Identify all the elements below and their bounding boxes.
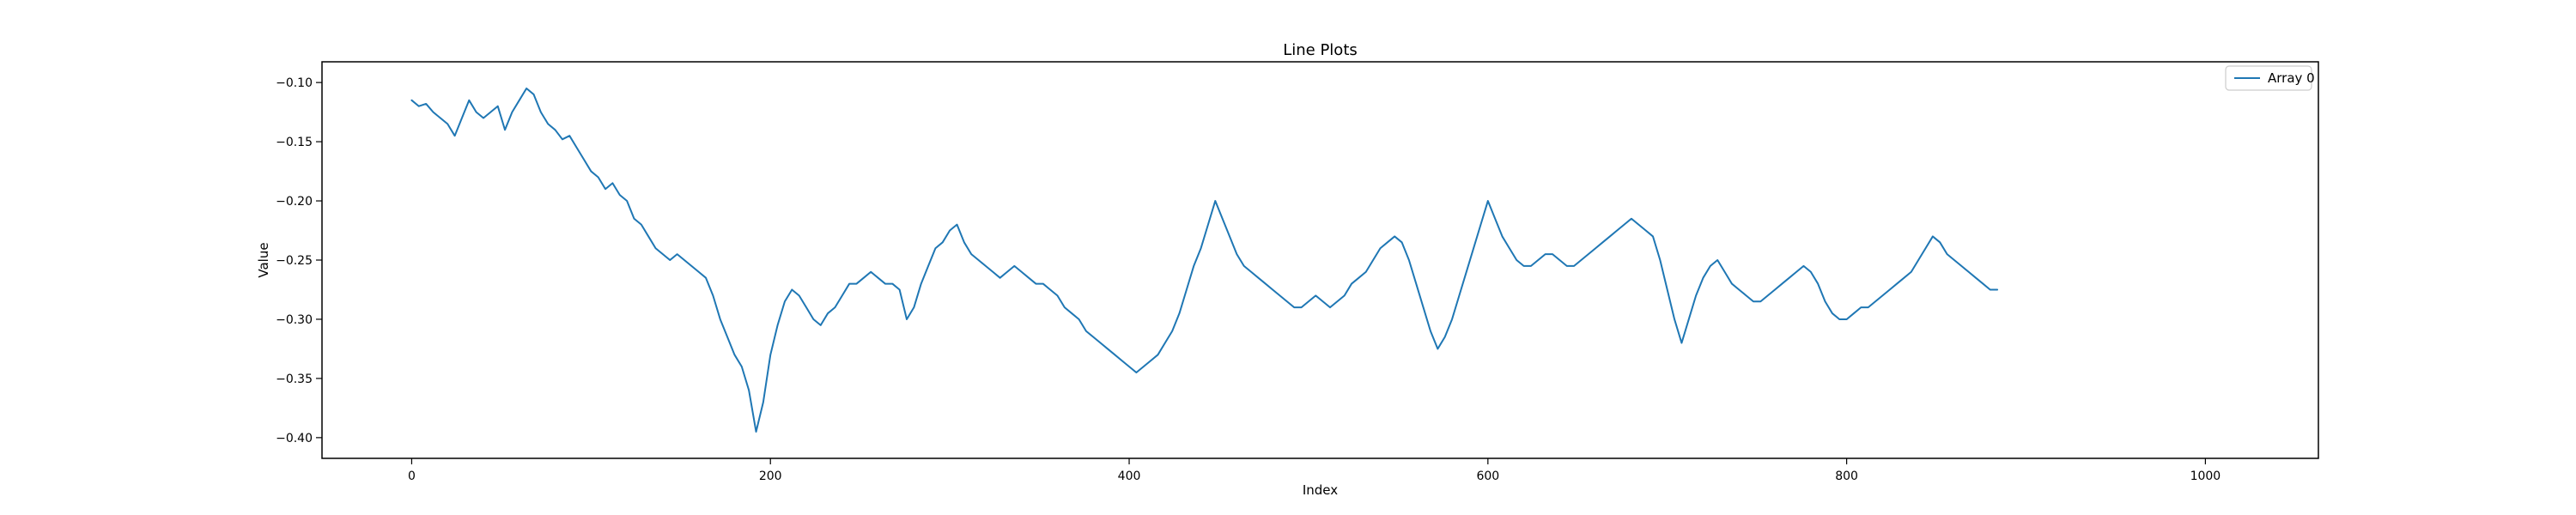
y-tick-label: −0.30 xyxy=(276,313,313,327)
series-array-0 xyxy=(410,88,1999,433)
x-tick-label: 0 xyxy=(408,470,416,483)
y-axis-ticks: −0.40 −0.35 −0.30 −0.25 −0.20 −0.15 −0.10 xyxy=(276,76,322,445)
y-tick-label: −0.15 xyxy=(276,136,313,149)
x-axis-label: Index xyxy=(1303,482,1338,498)
x-tick-label: 1000 xyxy=(2190,470,2221,483)
legend-box xyxy=(2225,65,2312,91)
y-tick-label: −0.10 xyxy=(276,76,313,90)
x-tick-label: 200 xyxy=(759,470,782,483)
x-tick-label: 400 xyxy=(1118,470,1141,483)
y-tick-label: −0.35 xyxy=(276,373,313,386)
y-tick-label: −0.40 xyxy=(276,432,313,445)
y-axis-label: Value xyxy=(256,242,271,277)
x-axis-ticks: 0 200 400 600 800 1000 xyxy=(408,458,2221,483)
y-tick-label: −0.25 xyxy=(276,254,313,268)
chart-title: Line Plots xyxy=(1283,41,1358,59)
legend: Array 0 xyxy=(2225,65,2315,91)
y-tick-label: −0.20 xyxy=(276,195,313,209)
series-line-array-0 xyxy=(410,88,1999,433)
x-tick-label: 600 xyxy=(1476,470,1499,483)
axes-frame xyxy=(321,61,2319,459)
x-tick-label: 800 xyxy=(1835,470,1858,483)
axes-background xyxy=(322,62,2318,458)
legend-label-array-0: Array 0 xyxy=(2268,70,2315,86)
